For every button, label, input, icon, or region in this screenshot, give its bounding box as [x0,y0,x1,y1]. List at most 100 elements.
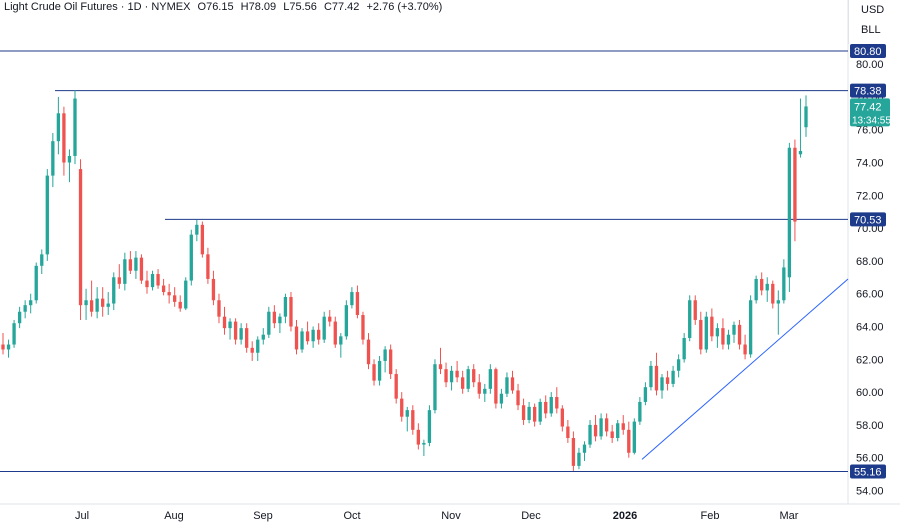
candle-body [715,328,720,337]
candle-body [538,401,542,422]
candle-body [388,349,393,375]
candle-body [616,423,620,439]
candle-body [101,298,105,307]
candle-body [582,444,587,453]
candle-body [422,442,426,445]
candle-body [444,369,448,383]
candle-body [23,305,27,312]
candle-body [760,278,764,291]
candle-body [344,305,349,337]
candle-body [427,410,432,443]
candle-body [350,292,354,306]
candle-body [383,349,387,361]
candle-body [366,339,371,365]
unit-label[interactable]: BLL [861,24,881,36]
candle-body [748,300,753,355]
candle-body [250,347,254,353]
y-tick-label: 62.00 [856,354,884,366]
candle-body [40,254,44,266]
candle-body [688,300,692,338]
candle-body [499,393,504,404]
candle-body [78,169,83,306]
price-scale-header: USD BLL [848,0,900,44]
candle-body [305,331,310,342]
candle-body [217,300,221,317]
y-tick-label: 80.00 [856,59,884,71]
candle-body [256,339,260,353]
candle-body [649,365,653,388]
candle-body [106,303,110,307]
candle-body [1,344,5,350]
y-tick-label: 64.00 [856,322,884,334]
candle-body [184,280,188,309]
candle-body [267,311,271,335]
candle-body [245,328,249,348]
candle-body [460,377,465,389]
candle-body [787,147,792,278]
candle-body [394,374,398,399]
candle-body [632,421,636,453]
candle-body [261,334,265,340]
candle-body [67,155,72,163]
candle-body [211,278,216,301]
legend-symbol: Light Crude Oil Futures · 1D · NYMEX [4,1,191,13]
legend-high: H78.09 [240,1,277,13]
candle-body [610,431,614,439]
candle-body [128,259,133,271]
current-price-label: 77.42 [854,101,882,113]
candle-body [798,151,803,155]
candle-body [472,369,476,383]
candle-body [505,377,509,394]
candle-body [233,321,238,340]
y-tick-label: 72.00 [856,190,884,202]
candle-body [782,267,786,301]
trendline [641,278,849,460]
candle-body [693,300,697,320]
candle-body [527,406,531,420]
candle-body [239,328,243,340]
candle-body [29,300,33,306]
candle-body [178,301,182,309]
candle-body [189,234,193,281]
y-tick-label: 76.00 [856,125,884,137]
candle-body [599,418,603,437]
candle-body [771,283,775,304]
currency-label[interactable]: USD [861,4,885,16]
candle-body [494,369,498,404]
level-label: 70.53 [854,214,882,226]
candle-body [51,141,55,176]
candle-body [200,224,205,255]
candle-body [372,364,376,381]
level-label: 78.38 [854,86,882,98]
level-label: 55.16 [854,466,882,478]
y-tick-label: 66.00 [856,289,884,301]
candle-body [483,388,487,394]
candle-body [56,113,61,142]
candle-body [704,316,708,350]
candle-body [134,257,138,271]
candle-body [676,359,681,371]
candle-body [671,370,675,384]
candle-body [84,300,88,306]
candle-body [272,311,277,324]
candle-body [549,397,553,414]
level-label-bg [850,464,886,479]
level-label-bg [850,212,886,227]
y-tick-label: 74.00 [856,158,884,170]
candle-body [571,438,576,466]
candle-body [776,300,780,304]
candle-body [289,296,293,327]
candle-body [665,377,670,384]
candle-body [438,364,443,370]
candle-body [195,224,199,235]
candle-body [112,277,116,304]
candle-body [167,292,171,296]
legend-open: O76.15 [197,1,234,13]
y-tick-label: 54.00 [856,486,884,498]
y-tick-label: 58.00 [856,420,884,432]
legend-low: L75.56 [283,1,317,13]
candle-body [161,285,166,293]
candle-body [682,337,686,360]
candle-body [73,98,77,156]
